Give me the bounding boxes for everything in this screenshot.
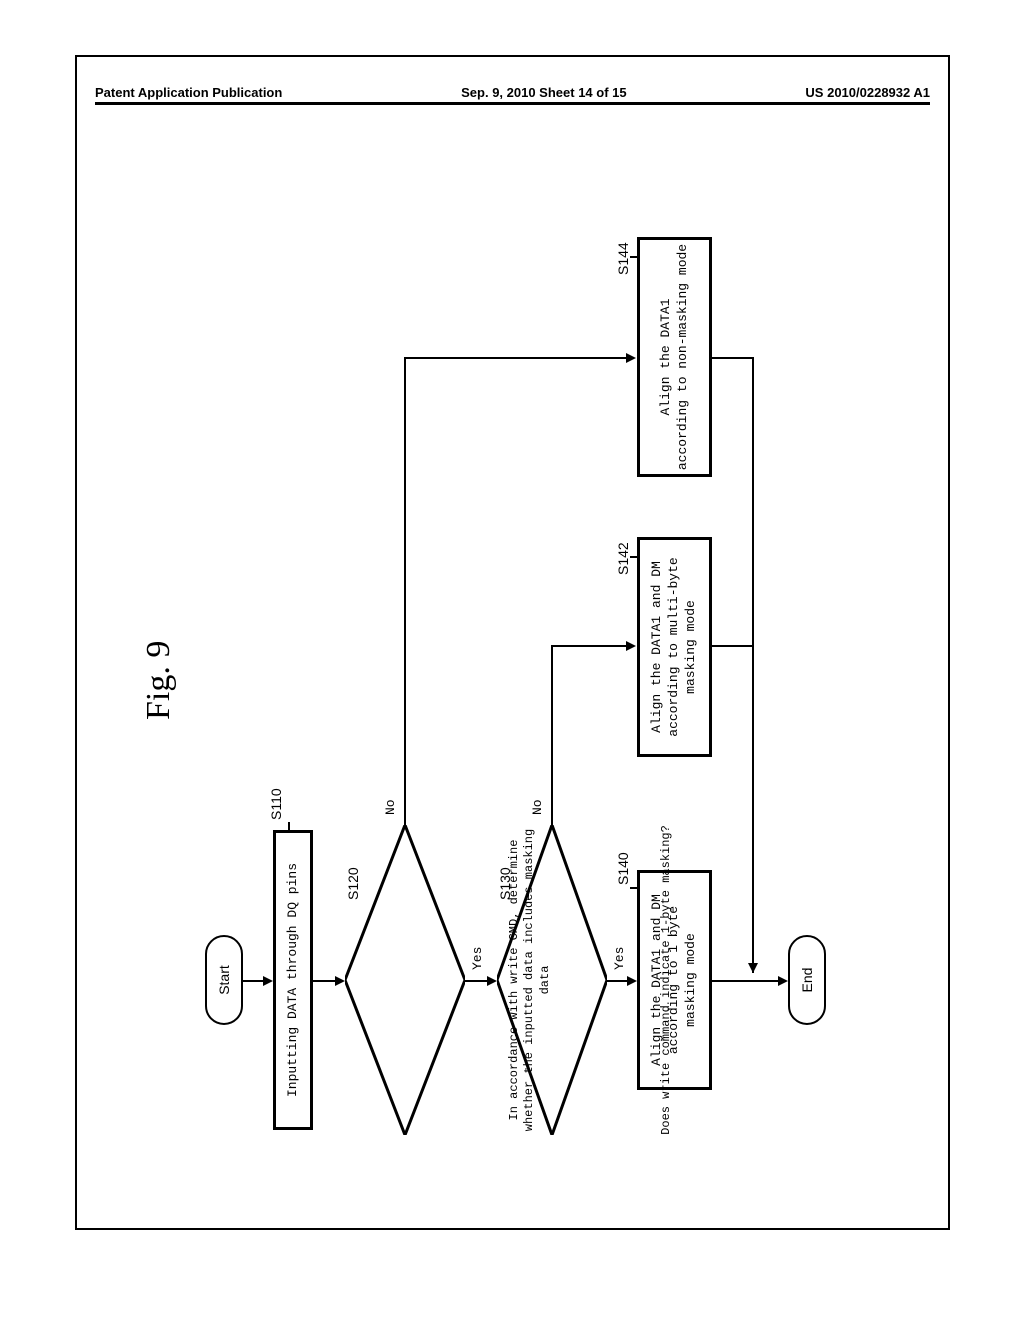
header-divider bbox=[95, 102, 930, 105]
page-header: Patent Application Publication Sep. 9, 2… bbox=[95, 85, 930, 100]
diamond-svg bbox=[345, 825, 465, 1135]
flowchart-rotated: Fig. 9 Start Inputting DATA through DQ p… bbox=[130, 165, 900, 1165]
process-s142: Align the DATA1 and DM according to mult… bbox=[637, 537, 712, 757]
arrow-head bbox=[626, 641, 636, 651]
arrow bbox=[551, 645, 553, 825]
arrow-head bbox=[263, 976, 273, 986]
arrow-head bbox=[335, 976, 345, 986]
arrow bbox=[243, 980, 265, 982]
arrow-head bbox=[626, 353, 636, 363]
arrow bbox=[404, 357, 406, 825]
header-right: US 2010/0228932 A1 bbox=[805, 85, 930, 100]
arrow bbox=[752, 357, 754, 973]
decision-text-s120: In accordance with write CMD, determine … bbox=[470, 825, 590, 1135]
label-tick bbox=[630, 556, 638, 558]
decision-s120: In accordance with write CMD, determine … bbox=[345, 825, 465, 1135]
arrow bbox=[712, 980, 780, 982]
terminal-start: Start bbox=[205, 935, 243, 1025]
label-s110: S110 bbox=[268, 788, 284, 820]
process-s110: Inputting DATA through DQ pins bbox=[273, 830, 313, 1130]
arrow bbox=[551, 645, 628, 647]
label-s142: S142 bbox=[615, 542, 631, 575]
figure-label: Fig. 9 bbox=[140, 641, 178, 720]
terminal-end: End bbox=[788, 935, 826, 1025]
flowchart-container: Fig. 9 Start Inputting DATA through DQ p… bbox=[130, 165, 900, 1165]
arrow bbox=[313, 980, 337, 982]
label-tick bbox=[630, 256, 638, 258]
decision-text-s130: Does write command indicate 1-byte maski… bbox=[612, 825, 722, 1135]
header-left: Patent Application Publication bbox=[95, 85, 282, 100]
arrow bbox=[404, 357, 628, 359]
label-s144: S144 bbox=[615, 242, 631, 275]
arrow-head bbox=[748, 963, 758, 973]
no-label-s130: No bbox=[530, 799, 545, 815]
arrow-head bbox=[778, 976, 788, 986]
label-s120: S120 bbox=[345, 867, 361, 900]
label-tick bbox=[288, 822, 290, 830]
header-center: Sep. 9, 2010 Sheet 14 of 15 bbox=[461, 85, 626, 100]
process-s144: Align the DATA1 according to non-masking… bbox=[637, 237, 712, 477]
no-label-s120: No bbox=[383, 799, 398, 815]
arrow bbox=[712, 357, 754, 359]
arrow bbox=[712, 645, 754, 647]
